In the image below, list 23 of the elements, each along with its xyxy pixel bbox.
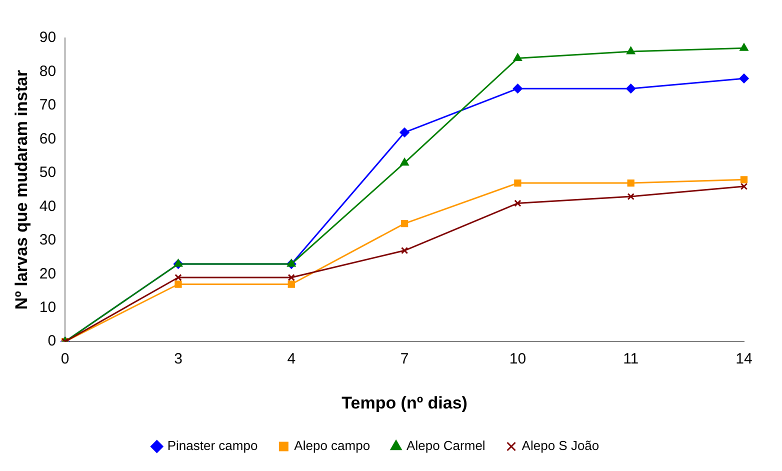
legend-label: Pinaster campo [167,438,258,454]
y-tick-label: 90 [39,29,56,46]
x-tick-label: 4 [287,350,296,368]
legend-label: Alepo Carmel [406,438,486,454]
y-tick-label: 40 [39,198,56,215]
x-tick-label: 14 [736,350,752,368]
x-tick-label: 3 [174,350,182,368]
y-tick-label: 60 [39,130,56,148]
x-tick-label: 11 [623,350,639,368]
y-tick-label: 70 [39,96,56,114]
y-tick-label: 80 [39,62,56,80]
y-tick-label: 10 [39,299,56,316]
x-axis-title: Tempo (nº dias) [342,393,468,412]
legend-label: Alepo S João [522,438,600,454]
y-tick-label: 20 [39,265,56,282]
x-tick-label: 7 [400,350,409,368]
y-tick-label: 0 [48,332,56,350]
legend-label: Alepo campo [294,438,370,454]
x-tick-label: 10 [509,350,526,368]
y-tick-label: 50 [39,164,56,182]
y-tick-label: 30 [39,232,56,249]
x-tick-label: 0 [60,350,70,368]
y-axis-title: Nº larvas que mudaram instar [12,70,31,310]
